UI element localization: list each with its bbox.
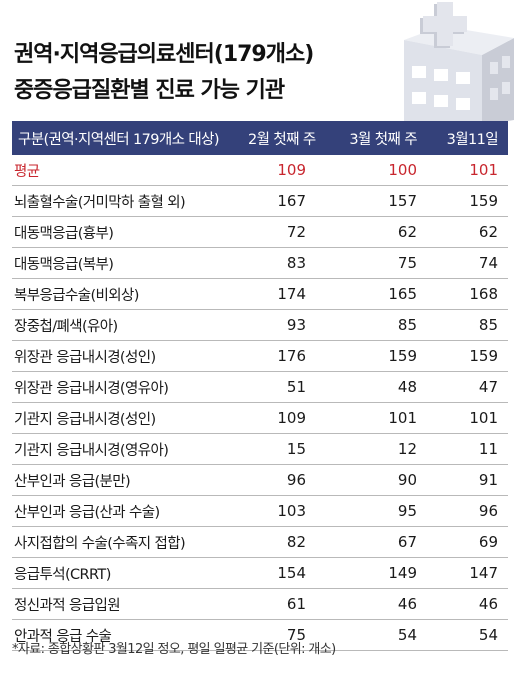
cell-value: 91 — [431, 464, 508, 496]
table-row: 위장관 응급내시경(성인) 176 159 159 — [12, 340, 508, 372]
table-row: 장중첩/폐색(유아) 93 85 85 — [12, 309, 508, 341]
cell-value: 47 — [431, 371, 508, 403]
cell-value: 159 — [431, 340, 508, 372]
column-header: 구분(권역·지역센터 179개소 대상) — [12, 121, 248, 155]
column-header: 3월11일 — [431, 121, 508, 155]
cell-value: 54 — [431, 619, 508, 651]
cell-value: 69 — [431, 526, 508, 558]
table-row: 뇌출혈수술(거미막하 출혈 외) 167 157 159 — [12, 185, 508, 217]
table-row: 응급투석(CRRT) 154 149 147 — [12, 557, 508, 589]
cell-value: 83 — [248, 247, 341, 279]
cell-value: 54 — [341, 619, 431, 651]
row-label: 기관지 응급내시경(영유아) — [12, 433, 248, 465]
cell-value: 165 — [341, 278, 431, 310]
cell-value: 168 — [431, 278, 508, 310]
row-label: 대동맥응급(흉부) — [12, 216, 248, 248]
cell-value: 109 — [248, 155, 341, 186]
cell-value: 93 — [248, 309, 341, 341]
row-label: 정신과적 응급입원 — [12, 588, 248, 620]
table-row: 안과적 응급 수술 75 54 54 — [12, 619, 508, 651]
cell-value: 62 — [431, 216, 508, 248]
cell-value: 62 — [341, 216, 431, 248]
table-row: 기관지 응급내시경(성인) 109 101 101 — [12, 402, 508, 434]
row-label: 장중첩/폐색(유아) — [12, 309, 248, 341]
row-label: 대동맥응급(복부) — [12, 247, 248, 279]
cell-value: 157 — [341, 185, 431, 217]
chart-title-line1: 권역·지역응급의료센터(179개소) — [14, 42, 314, 67]
cell-value: 82 — [248, 526, 341, 558]
row-label: 응급투석(CRRT) — [12, 557, 248, 589]
footnote: *자료: 종합상황판 3월12일 정오, 평일 일평균 기준(단위: 개소) — [12, 642, 336, 657]
cell-value: 149 — [341, 557, 431, 589]
cell-value: 159 — [431, 185, 508, 217]
cell-value: 15 — [248, 433, 341, 465]
cell-value: 101 — [431, 155, 508, 186]
row-label: 산부인과 응급(산과 수술) — [12, 495, 248, 527]
cell-value: 109 — [248, 402, 341, 434]
hospital-building-icon — [404, 2, 514, 125]
cell-value: 46 — [431, 588, 508, 620]
cell-value: 101 — [431, 402, 508, 434]
row-label: 위장관 응급내시경(영유아) — [12, 371, 248, 403]
row-label: 사지접합의 수술(수족지 접합) — [12, 526, 248, 558]
cell-value: 67 — [341, 526, 431, 558]
column-header: 2월 첫째 주 — [248, 121, 341, 155]
row-label: 안과적 응급 수술 — [12, 619, 248, 651]
table-row: 정신과적 응급입원 61 46 46 — [12, 588, 508, 620]
chart-header: 권역·지역응급의료센터(179개소) 중증응급질환별 진료 가능 기관 — [0, 0, 520, 125]
cell-value: 74 — [431, 247, 508, 279]
row-label: 평균 — [12, 155, 248, 186]
cell-value: 100 — [341, 155, 431, 186]
table-row: 대동맥응급(복부) 83 75 74 — [12, 247, 508, 279]
table-row: 대동맥응급(흉부) 72 62 62 — [12, 216, 508, 248]
table-row: 산부인과 응급(분만) 96 90 91 — [12, 464, 508, 496]
cell-value: 48 — [341, 371, 431, 403]
row-label: 산부인과 응급(분만) — [12, 464, 248, 496]
cell-value: 75 — [341, 247, 431, 279]
table-row: 기관지 응급내시경(영유아) 15 12 11 — [12, 433, 508, 465]
table-row: 사지접합의 수술(수족지 접합) 82 67 69 — [12, 526, 508, 558]
row-label: 기관지 응급내시경(성인) — [12, 402, 248, 434]
cell-value: 11 — [431, 433, 508, 465]
table-row: 산부인과 응급(산과 수술) 103 95 96 — [12, 495, 508, 527]
cell-value: 75 — [248, 619, 341, 651]
cell-value: 95 — [341, 495, 431, 527]
chart-title-line2: 중증응급질환별 진료 가능 기관 — [14, 78, 285, 103]
cell-value: 72 — [248, 216, 341, 248]
cell-value: 101 — [341, 402, 431, 434]
data-table: 구분(권역·지역센터 179개소 대상) 2월 첫째 주 3월 첫째 주 3월1… — [12, 121, 508, 651]
row-label: 위장관 응급내시경(성인) — [12, 340, 248, 372]
table-row: 위장관 응급내시경(영유아) 51 48 47 — [12, 371, 508, 403]
cell-value: 174 — [248, 278, 341, 310]
cell-value: 90 — [341, 464, 431, 496]
cell-value: 51 — [248, 371, 341, 403]
cell-value: 159 — [341, 340, 431, 372]
table-body: 평균 109 100 101 뇌출혈수술(거미막하 출혈 외) 167 157 159 대동맥응… — [12, 155, 508, 651]
cell-value: 46 — [341, 588, 431, 620]
cell-value: 85 — [431, 309, 508, 341]
cell-value: 147 — [431, 557, 508, 589]
cell-value: 85 — [341, 309, 431, 341]
cell-value: 96 — [248, 464, 341, 496]
cell-value: 12 — [341, 433, 431, 465]
cell-value: 176 — [248, 340, 341, 372]
cell-value: 167 — [248, 185, 341, 217]
cell-value: 103 — [248, 495, 341, 527]
cell-value: 61 — [248, 588, 341, 620]
table-row-average: 평균 109 100 101 — [12, 155, 508, 186]
row-label: 복부응급수술(비외상) — [12, 278, 248, 310]
table-row: 복부응급수술(비외상) 174 165 168 — [12, 278, 508, 310]
cell-value: 154 — [248, 557, 341, 589]
cell-value: 96 — [431, 495, 508, 527]
row-label: 뇌출혈수술(거미막하 출혈 외) — [12, 185, 248, 217]
table-header-row: 구분(권역·지역센터 179개소 대상) 2월 첫째 주 3월 첫째 주 3월1… — [12, 121, 508, 155]
column-header: 3월 첫째 주 — [341, 121, 431, 155]
